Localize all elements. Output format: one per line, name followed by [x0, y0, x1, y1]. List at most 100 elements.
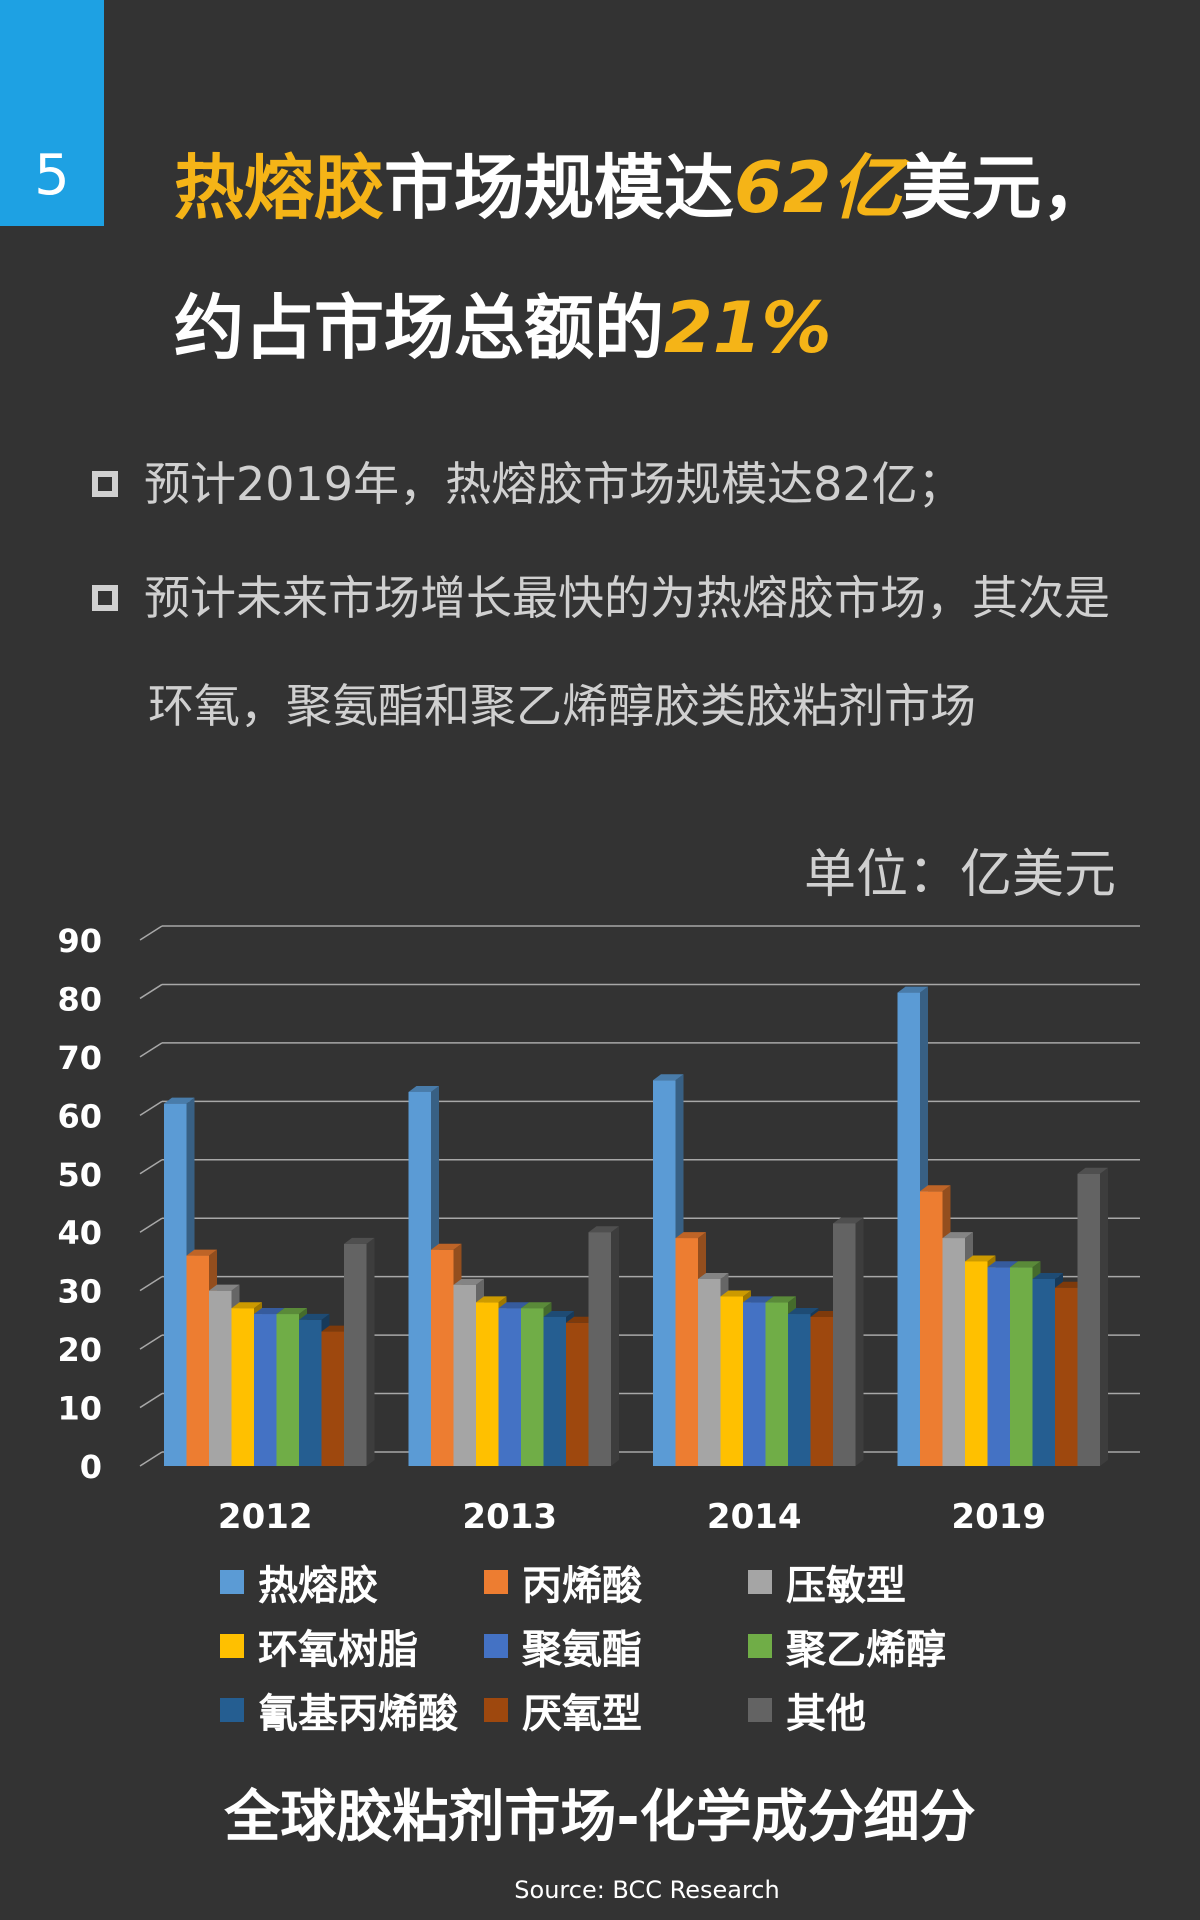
legend-entry: 热熔胶 — [220, 1556, 484, 1609]
bar-top — [453, 1278, 484, 1285]
y-tick-label: 20 — [57, 1331, 102, 1369]
legend-label: 厌氧型 — [522, 1691, 642, 1737]
bar-face — [765, 1302, 788, 1466]
headline-line-1-segment: 美元， — [901, 147, 1112, 229]
y-tick-label: 70 — [57, 1039, 102, 1077]
legend-swatch — [748, 1570, 772, 1594]
bar-face — [897, 992, 920, 1466]
legend-entry: 压敏型 — [748, 1556, 1012, 1609]
bar-face — [1010, 1267, 1033, 1466]
bar — [588, 1226, 619, 1466]
bar-face — [408, 1091, 431, 1466]
gridline-diagonal — [139, 1392, 163, 1409]
legend-entry: 聚氨酯 — [484, 1620, 748, 1673]
legend-label: 聚氨酯 — [522, 1627, 642, 1673]
bar-top — [987, 1261, 1018, 1268]
bar-face — [942, 1238, 965, 1466]
gridline-diagonal — [139, 925, 163, 941]
bar-face — [276, 1314, 299, 1466]
bar — [833, 1217, 864, 1466]
bar-top — [743, 1296, 774, 1303]
unit-label: 单位：亿美元 — [803, 845, 1116, 905]
bar-side — [855, 1217, 864, 1466]
page-number: 5 — [34, 143, 70, 208]
bar-face — [431, 1249, 454, 1466]
bar-top — [698, 1272, 729, 1279]
bar-face — [1055, 1287, 1078, 1466]
legend-swatch — [484, 1570, 508, 1594]
bar-face — [186, 1255, 209, 1466]
bar-chart: 0 10 20 30 40 50 60 70 80 90 2012 2013 2014 2019 — [57, 922, 1140, 1537]
bar-top — [675, 1232, 706, 1239]
bar-top — [588, 1226, 619, 1233]
bullet-item-1: 预计2019年，热熔胶市场规模达82亿； — [92, 430, 964, 538]
bar-face — [698, 1278, 721, 1466]
gridline-diagonal — [139, 1159, 163, 1175]
bar-face — [566, 1322, 589, 1466]
bullet-text: 预计未来市场增长最快的为热熔胶市场，其次是 — [144, 571, 1110, 625]
legend-swatch — [748, 1698, 772, 1722]
bar-face — [476, 1302, 499, 1466]
gridline-diagonal — [139, 1334, 163, 1350]
bar-top — [942, 1232, 973, 1239]
x-tick-label: 2019 — [951, 1497, 1046, 1537]
bar-top — [276, 1308, 307, 1315]
y-tick-label: 60 — [57, 1097, 102, 1135]
bar-face — [231, 1308, 254, 1466]
legend-swatch — [220, 1698, 244, 1722]
bar-face — [810, 1316, 833, 1466]
square-bullet-icon — [92, 470, 118, 497]
bar-top — [1077, 1167, 1108, 1174]
bar-top — [965, 1255, 996, 1262]
bar-face — [498, 1308, 521, 1466]
legend-entry: 氰基丙烯酸 — [220, 1684, 484, 1737]
legend-swatch — [484, 1634, 508, 1658]
bar-side — [1100, 1167, 1108, 1466]
bar-face — [164, 1103, 187, 1466]
y-tick-label: 50 — [57, 1156, 102, 1194]
headline-line-2-segment: 约占市场总额的 — [174, 287, 664, 369]
y-tick-label: 80 — [57, 980, 102, 1018]
bar-face — [344, 1243, 367, 1466]
bar — [344, 1237, 375, 1466]
headline-line-1-segment: 62亿 — [734, 147, 902, 229]
page-title: 热熔胶市场规模达62亿美元， 约占市场总额的21% — [174, 118, 1111, 398]
bar-top — [788, 1308, 819, 1315]
gridline-diagonal — [139, 983, 163, 1000]
bar-face — [743, 1302, 766, 1466]
bar-face — [788, 1314, 811, 1466]
gridline-diagonal — [139, 1276, 163, 1292]
bar-top — [765, 1296, 796, 1303]
bar-face — [321, 1331, 344, 1466]
bar-face — [254, 1314, 277, 1466]
bar-face — [209, 1290, 232, 1466]
headline-line-2-segment: 21% — [664, 287, 832, 369]
legend-swatch — [220, 1634, 244, 1658]
y-tick-label: 40 — [57, 1214, 102, 1252]
headline-line-1-segment: 热熔胶 — [174, 147, 384, 229]
legend-swatch — [220, 1570, 244, 1594]
bar-top — [431, 1243, 462, 1250]
x-tick-label: 2014 — [707, 1497, 802, 1537]
legend-entry: 厌氧型 — [484, 1684, 748, 1737]
headline-line-1: 热熔胶市场规模达62亿美元， — [174, 118, 1111, 258]
chart-legend: 热熔胶 丙烯酸 压敏型 环氧树脂 聚氨酯 聚乙烯醇 氰基丙烯酸 厌氧型 其他 — [220, 1556, 1040, 1737]
bar-top — [521, 1302, 552, 1309]
headline-line-1-segment: 市场规模达 — [384, 147, 734, 229]
bar-top — [299, 1313, 330, 1320]
bar-top — [231, 1302, 262, 1309]
page-number-badge: 5 — [0, 0, 104, 226]
square-bullet-icon — [92, 584, 118, 611]
bar-face — [720, 1296, 743, 1466]
bar-top — [543, 1310, 574, 1317]
bar-top — [498, 1302, 529, 1309]
legend-swatch — [748, 1634, 772, 1658]
bar-face — [920, 1191, 943, 1466]
legend-label: 氰基丙烯酸 — [258, 1691, 458, 1737]
gridline-diagonal — [139, 1451, 163, 1467]
bar-top — [344, 1237, 375, 1244]
bar-face — [521, 1308, 544, 1466]
legend-entry: 环氧树脂 — [220, 1620, 484, 1673]
bar-top — [476, 1296, 507, 1303]
legend-label: 聚乙烯醇 — [786, 1627, 946, 1673]
